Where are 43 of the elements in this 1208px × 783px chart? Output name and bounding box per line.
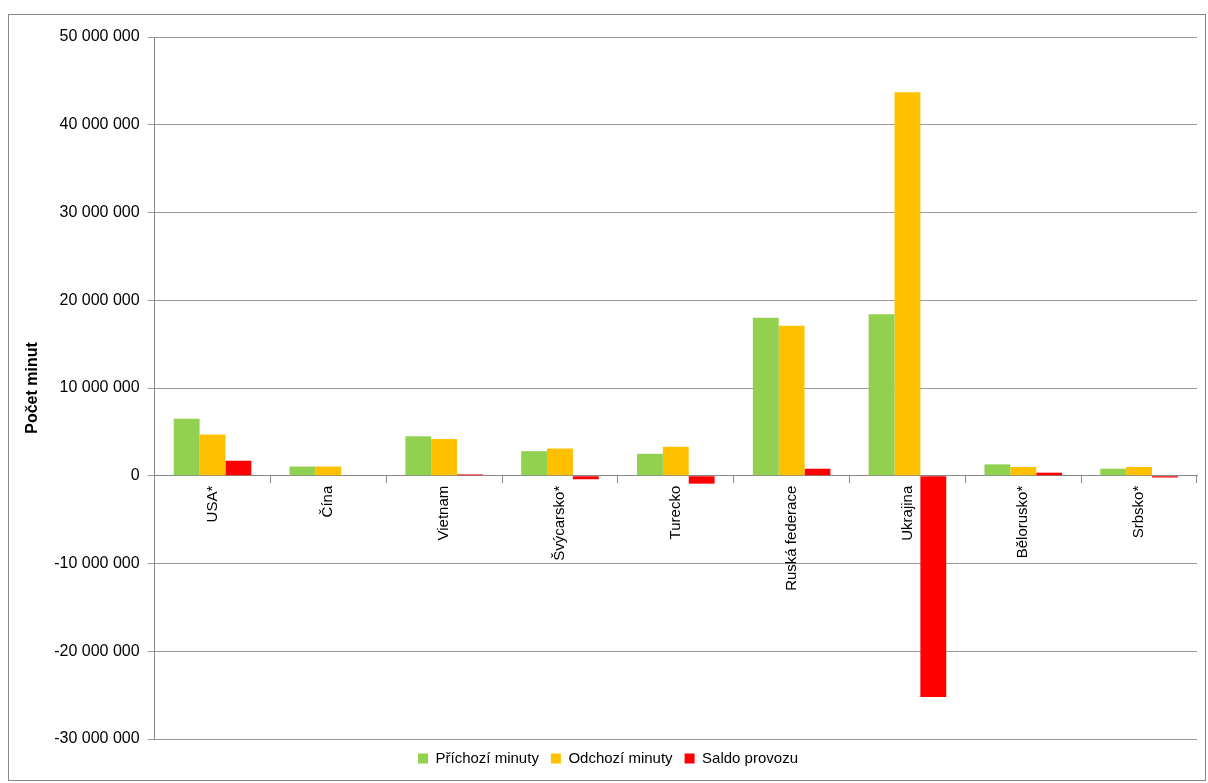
bar <box>752 317 779 476</box>
bar <box>1100 468 1127 476</box>
x-tick-label: Srbsko* <box>1129 485 1147 539</box>
x-tick-label: Bělorusko* <box>1013 485 1031 559</box>
bar <box>662 446 689 476</box>
bar <box>315 466 342 476</box>
legend-label: Odchozí minuty <box>568 748 674 766</box>
bar <box>688 476 715 484</box>
legend-label: Příchozí minuty <box>435 748 540 766</box>
y-tick-label: 20 000 000 <box>59 290 140 308</box>
x-tick-label: Turecko <box>665 485 683 540</box>
bar <box>225 460 252 476</box>
bar <box>778 325 805 476</box>
y-tick-label: -30 000 000 <box>54 729 140 747</box>
bar <box>431 438 458 476</box>
y-tick-label: 50 000 000 <box>59 27 140 45</box>
bar <box>894 92 921 476</box>
bar <box>984 464 1011 476</box>
y-tick-label: 30 000 000 <box>59 202 140 220</box>
y-tick-label: -10 000 000 <box>54 553 140 571</box>
y-tick-label: -20 000 000 <box>54 641 140 659</box>
bar <box>547 448 573 476</box>
x-tick-label: USA* <box>202 485 220 523</box>
bar <box>572 476 599 480</box>
bar <box>637 453 663 476</box>
bar <box>1126 466 1153 476</box>
y-axis-title: Počet minut <box>23 341 41 434</box>
bar <box>868 314 895 476</box>
y-tick-label: 0 <box>130 466 140 484</box>
bar <box>521 451 548 476</box>
x-tick-label: Ruská federace <box>781 485 799 591</box>
x-tick-label: Ukrajina <box>897 485 915 541</box>
bar <box>920 476 947 697</box>
legend-label: Saldo provozu <box>702 748 798 766</box>
x-tick-label: Vietnam <box>434 485 452 541</box>
bar <box>405 436 432 476</box>
bar <box>1010 466 1037 476</box>
x-tick-label: Švýcarsko* <box>550 485 568 561</box>
x-tick-label: Čína <box>318 485 336 518</box>
y-tick-label: 10 000 000 <box>59 378 140 396</box>
y-tick-label: 40 000 000 <box>59 115 140 133</box>
bar <box>173 418 200 476</box>
bar <box>199 434 226 476</box>
